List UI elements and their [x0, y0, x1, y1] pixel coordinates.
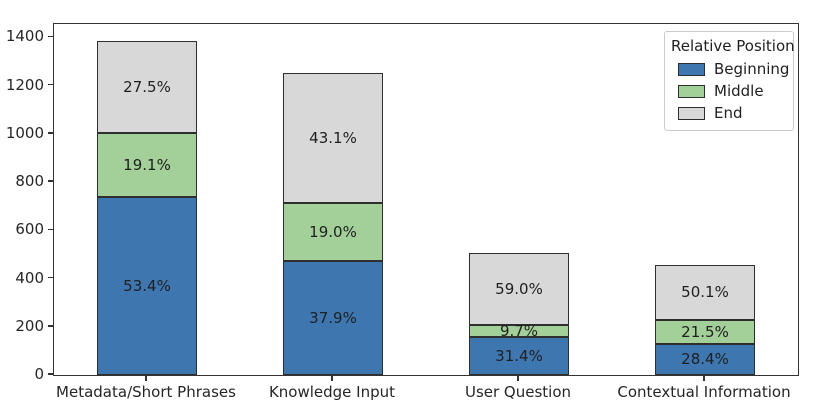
y-tick-mark: [48, 180, 53, 182]
y-tick-mark: [48, 35, 53, 38]
bar-segment-beginning: 31.4%: [469, 336, 569, 375]
legend-swatch-beginning-icon: [678, 62, 705, 76]
legend-label-end: End: [714, 104, 743, 122]
bar-segment-middle: 21.5%: [655, 319, 755, 344]
legend: Relative Position Beginning Middle End: [664, 31, 795, 131]
y-tick-label: 800: [15, 172, 44, 190]
bar-segment-end: 59.0%: [469, 252, 569, 325]
bar-segment-middle: 19.0%: [283, 203, 383, 261]
bar-segment-end: 50.1%: [655, 264, 755, 320]
y-tick-mark: [48, 83, 53, 86]
y-tick-mark: [48, 325, 53, 327]
legend-title: Relative Position: [671, 37, 795, 55]
y-tick-label: 400: [15, 268, 44, 287]
y-tick-label: 1200: [5, 75, 44, 94]
bar-segment-beginning: 28.4%: [655, 343, 755, 375]
x-tick-mark: [331, 375, 333, 381]
segment-percentage-label: 37.9%: [309, 308, 357, 327]
y-tick-mark: [48, 373, 53, 375]
legend-entry-beginning: Beginning: [671, 58, 790, 80]
legend-label-middle: Middle: [714, 82, 764, 100]
segment-percentage-label: 59.0%: [495, 279, 543, 298]
segment-percentage-label: 43.1%: [309, 129, 357, 148]
y-tick-mark: [48, 228, 53, 230]
x-tick-label: Metadata/Short Phrases: [56, 383, 236, 401]
y-tick-mark: [48, 132, 53, 134]
x-tick-mark: [517, 375, 519, 381]
x-tick-label: User Question: [464, 383, 572, 401]
x-tick-mark: [703, 375, 705, 381]
y-tick-label: 200: [15, 316, 44, 335]
bar-segment-beginning: 37.9%: [283, 260, 383, 375]
plot-area: Relative Position Beginning Middle End 5…: [53, 23, 799, 376]
bar-segment-middle: 9.7%: [469, 321, 569, 340]
bar-segment-end: 43.1%: [283, 73, 383, 204]
x-tick-label: Contextual Information: [617, 383, 791, 401]
segment-percentage-label: 9.7%: [499, 321, 539, 340]
x-tick-label: Knowledge Input: [268, 383, 396, 401]
segment-percentage-label: 28.4%: [681, 350, 729, 369]
bar-segment-end: 27.5%: [97, 40, 197, 133]
y-tick-mark: [48, 276, 53, 279]
legend-swatch-middle-icon: [678, 84, 705, 98]
legend-entry-middle: Middle: [671, 80, 787, 102]
segment-percentage-label: 27.5%: [123, 77, 171, 96]
segment-percentage-label: 50.1%: [681, 283, 729, 302]
segment-percentage-label: 31.4%: [495, 346, 543, 365]
legend-label-beginning: Beginning: [714, 60, 790, 78]
legend-entry-end: End: [671, 102, 787, 124]
segment-percentage-label: 19.1%: [123, 155, 171, 174]
bar-segment-middle: 19.1%: [97, 132, 197, 197]
y-tick-label: 600: [15, 220, 44, 239]
segment-percentage-label: 21.5%: [681, 322, 729, 341]
legend-swatch-end-icon: [678, 106, 705, 120]
y-tick-label: 0: [34, 365, 44, 383]
segment-percentage-label: 19.0%: [309, 223, 357, 242]
x-tick-mark: [145, 375, 147, 381]
y-tick-label: 1000: [5, 123, 44, 142]
bar-segment-beginning: 53.4%: [97, 196, 197, 375]
y-tick-label: 1400: [5, 27, 44, 46]
segment-percentage-label: 53.4%: [123, 276, 171, 295]
